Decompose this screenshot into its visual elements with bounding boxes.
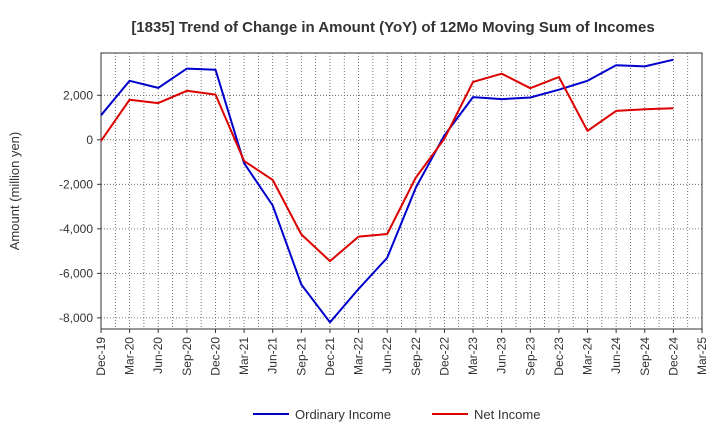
x-tick-label: Jun-22 [380, 337, 394, 374]
x-axis: Dec-19 Mar-20 Jun-20 Sep-20 Dec-20 Mar-21 Jun-… [94, 329, 709, 376]
x-tick-label: Sep-23 [523, 337, 537, 376]
series-line-net-income [100, 72, 674, 263]
y-tick-label: 2,000 [63, 88, 93, 102]
chart-title: [1835] Trend of Change in Amount (YoY) o… [131, 19, 654, 36]
legend: Ordinary Income Net Income [253, 407, 540, 422]
y-tick-label: -4,000 [59, 222, 93, 236]
x-tick-label: Dec-21 [323, 337, 337, 376]
x-tick-label: Mar-22 [352, 337, 366, 375]
x-tick-label: Sep-21 [294, 337, 308, 376]
legend-label: Net Income [474, 407, 540, 422]
y-axis-label: Amount (million yen) [7, 132, 22, 251]
x-tick-label: Dec-22 [437, 337, 451, 376]
series-line-ordinary-income [100, 58, 674, 324]
legend-label: Ordinary Income [295, 407, 391, 422]
x-tick-label: Jun-23 [495, 337, 509, 374]
y-tick-label: -2,000 [59, 177, 93, 191]
x-tick-label: Mar-21 [237, 337, 251, 375]
y-tick-label: -6,000 [59, 266, 93, 280]
grid [100, 53, 703, 329]
y-tick-label: 0 [86, 133, 93, 147]
plot-area [100, 52, 703, 330]
x-tick-label: Sep-24 [638, 337, 652, 376]
x-tick-label: Mar-24 [581, 337, 595, 375]
x-tick-label: Mar-25 [695, 337, 709, 375]
x-tick-label: Mar-23 [466, 337, 480, 375]
x-tick-label: Dec-23 [552, 337, 566, 376]
x-tick-label: Mar-20 [123, 337, 137, 375]
x-tick-label: Jun-20 [151, 337, 165, 374]
series-group [100, 58, 674, 324]
y-tick-label: -8,000 [59, 311, 93, 325]
x-tick-label: Sep-20 [180, 337, 194, 376]
x-tick-label: Jun-21 [266, 337, 280, 374]
x-tick-label: Dec-20 [208, 337, 222, 376]
x-tick-label: Dec-19 [94, 337, 108, 376]
y-axis: 2,000 0 -2,000 -4,000 -6,000 -8,000 [59, 88, 101, 325]
x-tick-label: Jun-24 [609, 337, 623, 374]
x-tick-label: Dec-24 [666, 337, 680, 376]
x-tick-label: Sep-22 [409, 337, 423, 376]
